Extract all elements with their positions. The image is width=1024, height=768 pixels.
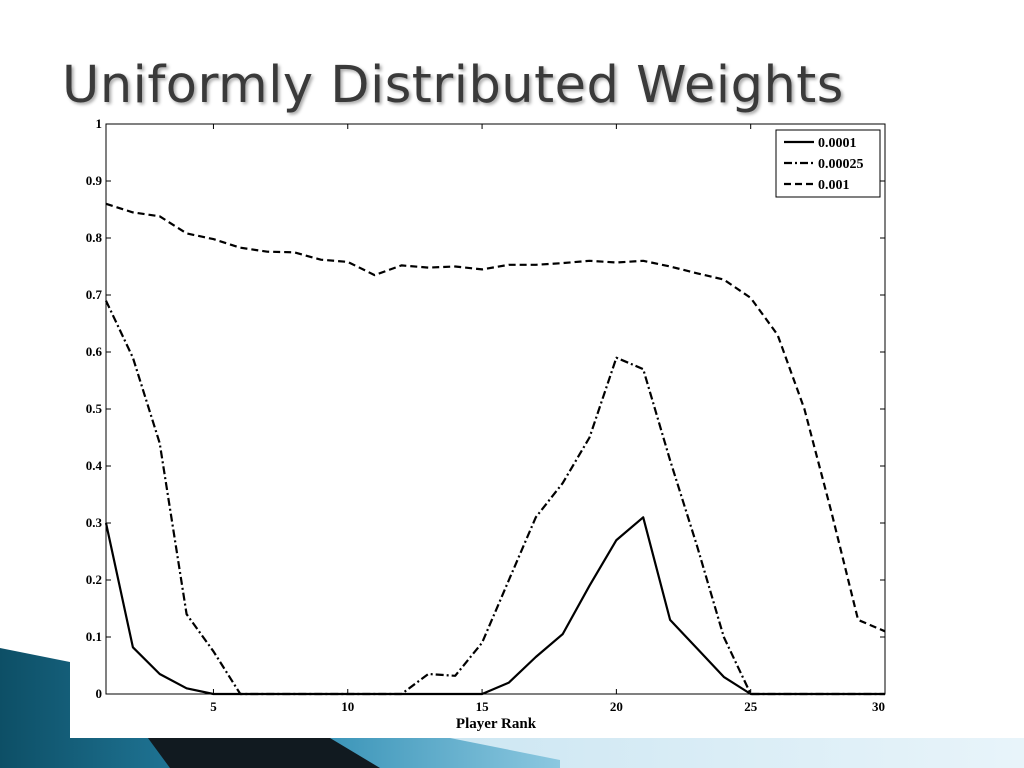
- series-layer: [104, 202, 886, 696]
- y-tick-label: 1: [96, 118, 103, 131]
- y-tick-label: 0.3: [86, 515, 103, 530]
- y-tick-label: 0.6: [86, 344, 103, 359]
- legend-label-1: 0.00025: [818, 157, 864, 172]
- chart-panel: 0 0.1 0.2 0.3 0.4 0.5 0.6 0.7 0.8 0.9 1 5 10 15 20 25 30…: [70, 118, 900, 738]
- series-line-1: [105, 300, 885, 696]
- x-tick-label: 5: [210, 699, 217, 714]
- y-tick-label: 0.7: [86, 287, 103, 302]
- y-tick-label: 0: [96, 686, 103, 701]
- y-tick-label: 0.9: [86, 173, 103, 188]
- legend-label-0: 0.0001: [818, 136, 857, 151]
- y-tick-label: 0.8: [86, 230, 103, 245]
- series-line-2: [105, 202, 886, 633]
- plot-frame: [105, 123, 886, 695]
- x-tick-label: 15: [476, 699, 490, 714]
- slide-title: Uniformly Distributed Weights: [62, 56, 844, 115]
- axis-layer: 00.10.20.30.40.50.60.70.80.915 10 15 20 25 30…: [86, 118, 886, 732]
- y-tick-label: 0.4: [86, 458, 103, 473]
- y-tick-label: 0.1: [86, 629, 102, 644]
- y-tick-label: 0.2: [86, 572, 102, 587]
- x-tick-label: 10: [341, 699, 354, 714]
- x-tick-label: 25: [744, 699, 758, 714]
- line-chart: 00.10.20.30.40.50.60.70.80.915 10 15 20 25 30…: [86, 118, 886, 732]
- legend-label-2: 0.001: [818, 178, 850, 193]
- x-tick-label: 30: [872, 699, 885, 714]
- y-tick-label: 0.5: [86, 401, 103, 416]
- x-tick-label: 20: [610, 699, 623, 714]
- x-axis-label: Player Rank: [456, 716, 537, 732]
- legend: 0.0001 0.00025 0.001: [775, 129, 881, 198]
